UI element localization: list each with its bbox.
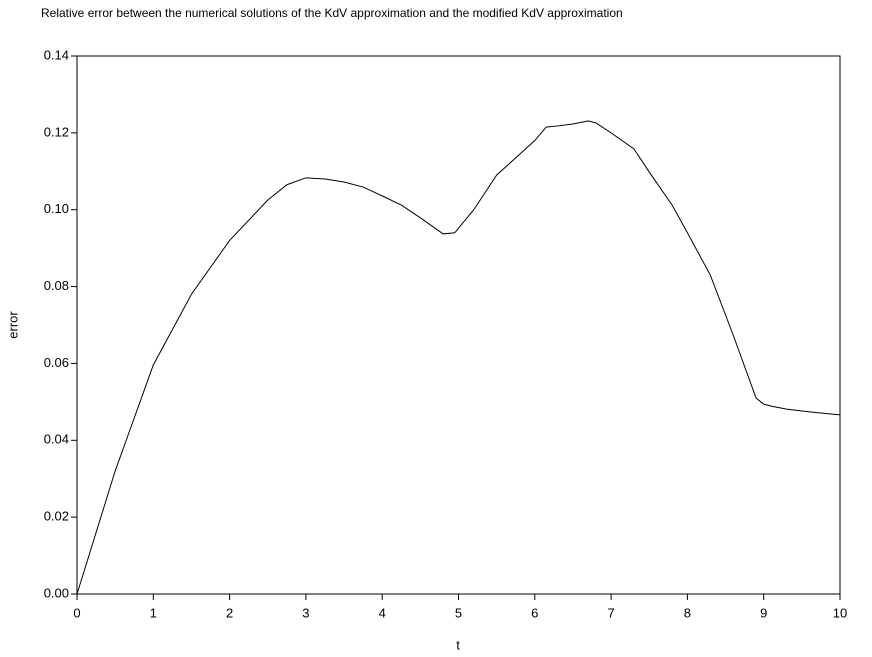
y-tick-label: 0.06 — [44, 355, 69, 370]
x-tick-label: 4 — [379, 605, 386, 620]
x-tick-label: 1 — [150, 605, 157, 620]
y-tick-label: 0.14 — [44, 47, 69, 62]
x-tick-label: 2 — [226, 605, 233, 620]
x-tick-label: 10 — [833, 605, 847, 620]
y-tick-label: 0.10 — [44, 201, 69, 216]
x-tick-label: 3 — [302, 605, 309, 620]
y-tick-label: 0.04 — [44, 432, 69, 447]
x-tick-label: 5 — [455, 605, 462, 620]
line-series — [76, 120, 841, 595]
x-tick-label: 8 — [684, 605, 691, 620]
x-axis-label: t — [456, 637, 460, 652]
x-tick-label: 7 — [607, 605, 614, 620]
x-tick-label: 6 — [531, 605, 538, 620]
x-tick-label: 0 — [73, 605, 80, 620]
y-tick-label: 0.02 — [44, 509, 69, 524]
x-tick-label: 9 — [760, 605, 767, 620]
y-tick-label: 0.12 — [44, 124, 69, 139]
plot-frame — [76, 55, 841, 595]
y-tick-label: 0.00 — [44, 585, 69, 600]
y-tick-label: 0.08 — [44, 278, 69, 293]
chart-title: Relative error between the numerical sol… — [41, 6, 623, 20]
y-axis-label: error — [5, 311, 20, 339]
